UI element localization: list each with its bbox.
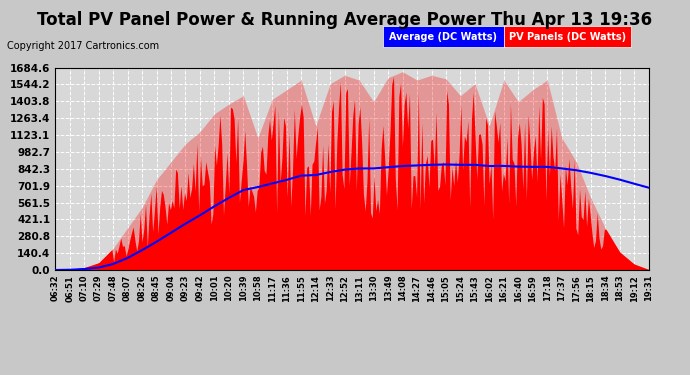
Text: Copyright 2017 Cartronics.com: Copyright 2017 Cartronics.com bbox=[7, 41, 159, 51]
Text: PV Panels (DC Watts): PV Panels (DC Watts) bbox=[509, 32, 626, 42]
Text: Total PV Panel Power & Running Average Power Thu Apr 13 19:36: Total PV Panel Power & Running Average P… bbox=[37, 11, 653, 29]
Text: Average (DC Watts): Average (DC Watts) bbox=[389, 32, 497, 42]
